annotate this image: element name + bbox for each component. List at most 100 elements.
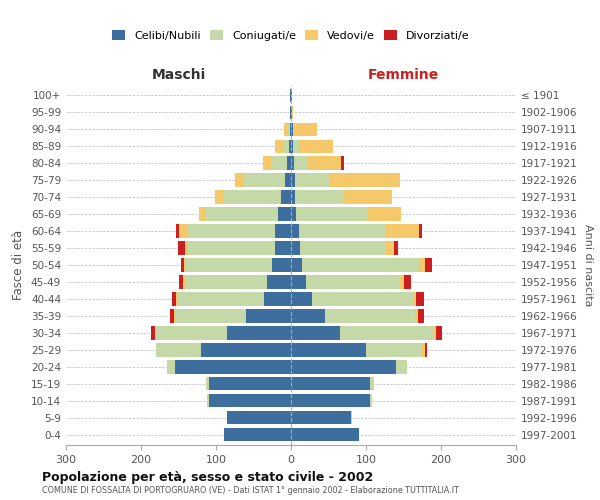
Bar bbox=[312, 292, 413, 306]
Bar bbox=[419, 224, 422, 237]
Bar bbox=[287, 122, 290, 136]
Bar bbox=[271, 156, 287, 170]
Bar bbox=[385, 224, 419, 237]
Bar bbox=[291, 224, 299, 237]
Bar bbox=[306, 276, 400, 288]
Bar bbox=[235, 174, 244, 186]
Bar bbox=[209, 394, 291, 407]
Bar bbox=[206, 377, 209, 390]
Bar bbox=[386, 242, 394, 254]
Bar bbox=[167, 360, 175, 374]
Legend: Celibi/Nubili, Coniugati/e, Vedovi/e, Divorziati/e: Celibi/Nubili, Coniugati/e, Vedovi/e, Di… bbox=[108, 26, 474, 46]
Bar bbox=[175, 360, 291, 374]
Bar bbox=[199, 208, 206, 220]
Bar bbox=[186, 258, 272, 272]
Bar bbox=[291, 174, 295, 186]
Bar bbox=[291, 88, 292, 102]
Bar bbox=[263, 156, 271, 170]
Bar bbox=[277, 208, 291, 220]
Bar bbox=[436, 326, 442, 340]
Bar bbox=[291, 276, 306, 288]
Bar bbox=[156, 326, 227, 340]
Bar bbox=[174, 310, 175, 322]
Bar bbox=[178, 242, 185, 254]
Bar bbox=[370, 377, 373, 390]
Bar bbox=[275, 242, 291, 254]
Bar bbox=[343, 190, 392, 203]
Bar bbox=[293, 140, 299, 153]
Text: Maschi: Maschi bbox=[151, 68, 206, 82]
Bar bbox=[289, 140, 291, 153]
Bar bbox=[415, 310, 418, 322]
Bar bbox=[184, 258, 186, 272]
Bar bbox=[291, 292, 312, 306]
Bar bbox=[284, 122, 287, 136]
Bar bbox=[283, 140, 289, 153]
Bar bbox=[246, 310, 291, 322]
Bar bbox=[185, 276, 267, 288]
Bar bbox=[227, 326, 291, 340]
Bar bbox=[425, 258, 432, 272]
Bar bbox=[370, 394, 372, 407]
Bar bbox=[290, 88, 291, 102]
Bar bbox=[172, 292, 176, 306]
Bar bbox=[215, 190, 224, 203]
Bar bbox=[151, 326, 155, 340]
Bar bbox=[175, 310, 246, 322]
Bar bbox=[201, 344, 291, 356]
Bar bbox=[291, 428, 359, 442]
Bar bbox=[291, 122, 293, 136]
Bar bbox=[209, 377, 291, 390]
Y-axis label: Fasce di età: Fasce di età bbox=[13, 230, 25, 300]
Bar bbox=[367, 208, 401, 220]
Bar bbox=[267, 276, 291, 288]
Bar bbox=[422, 344, 425, 356]
Bar bbox=[394, 242, 398, 254]
Y-axis label: Anni di nascita: Anni di nascita bbox=[583, 224, 593, 306]
Bar bbox=[295, 190, 343, 203]
Bar bbox=[290, 106, 291, 119]
Bar bbox=[281, 190, 291, 203]
Bar bbox=[275, 224, 291, 237]
Bar bbox=[300, 242, 386, 254]
Bar bbox=[419, 258, 425, 272]
Bar bbox=[188, 242, 275, 254]
Bar bbox=[207, 394, 209, 407]
Bar bbox=[302, 258, 419, 272]
Bar bbox=[291, 156, 294, 170]
Bar bbox=[292, 106, 293, 119]
Bar bbox=[176, 292, 178, 306]
Bar bbox=[244, 174, 285, 186]
Bar bbox=[308, 156, 341, 170]
Bar bbox=[425, 344, 427, 356]
Bar bbox=[188, 224, 275, 237]
Bar bbox=[155, 326, 156, 340]
Bar bbox=[351, 411, 352, 424]
Bar bbox=[291, 411, 351, 424]
Bar bbox=[295, 174, 329, 186]
Bar bbox=[285, 174, 291, 186]
Bar bbox=[291, 377, 370, 390]
Text: Popolazione per età, sesso e stato civile - 2002: Popolazione per età, sesso e stato civil… bbox=[42, 471, 373, 484]
Bar bbox=[404, 276, 411, 288]
Bar bbox=[287, 156, 291, 170]
Text: COMUNE DI FOSSALTA DI PORTOGRUARO (VE) - Dati ISTAT 1° gennaio 2002 - Elaborazio: COMUNE DI FOSSALTA DI PORTOGRUARO (VE) -… bbox=[42, 486, 459, 495]
Bar bbox=[223, 428, 291, 442]
Bar bbox=[341, 156, 343, 170]
Bar bbox=[413, 292, 416, 306]
Text: Femmine: Femmine bbox=[368, 68, 439, 82]
Bar bbox=[275, 140, 283, 153]
Bar bbox=[294, 156, 308, 170]
Bar bbox=[418, 310, 424, 322]
Bar bbox=[227, 411, 291, 424]
Bar bbox=[416, 292, 424, 306]
Bar bbox=[325, 310, 415, 322]
Bar bbox=[179, 224, 188, 237]
Bar bbox=[294, 122, 317, 136]
Bar bbox=[366, 344, 422, 356]
Bar bbox=[299, 224, 385, 237]
Bar bbox=[156, 344, 201, 356]
Bar bbox=[185, 242, 188, 254]
Bar bbox=[396, 360, 407, 374]
Bar bbox=[293, 122, 294, 136]
